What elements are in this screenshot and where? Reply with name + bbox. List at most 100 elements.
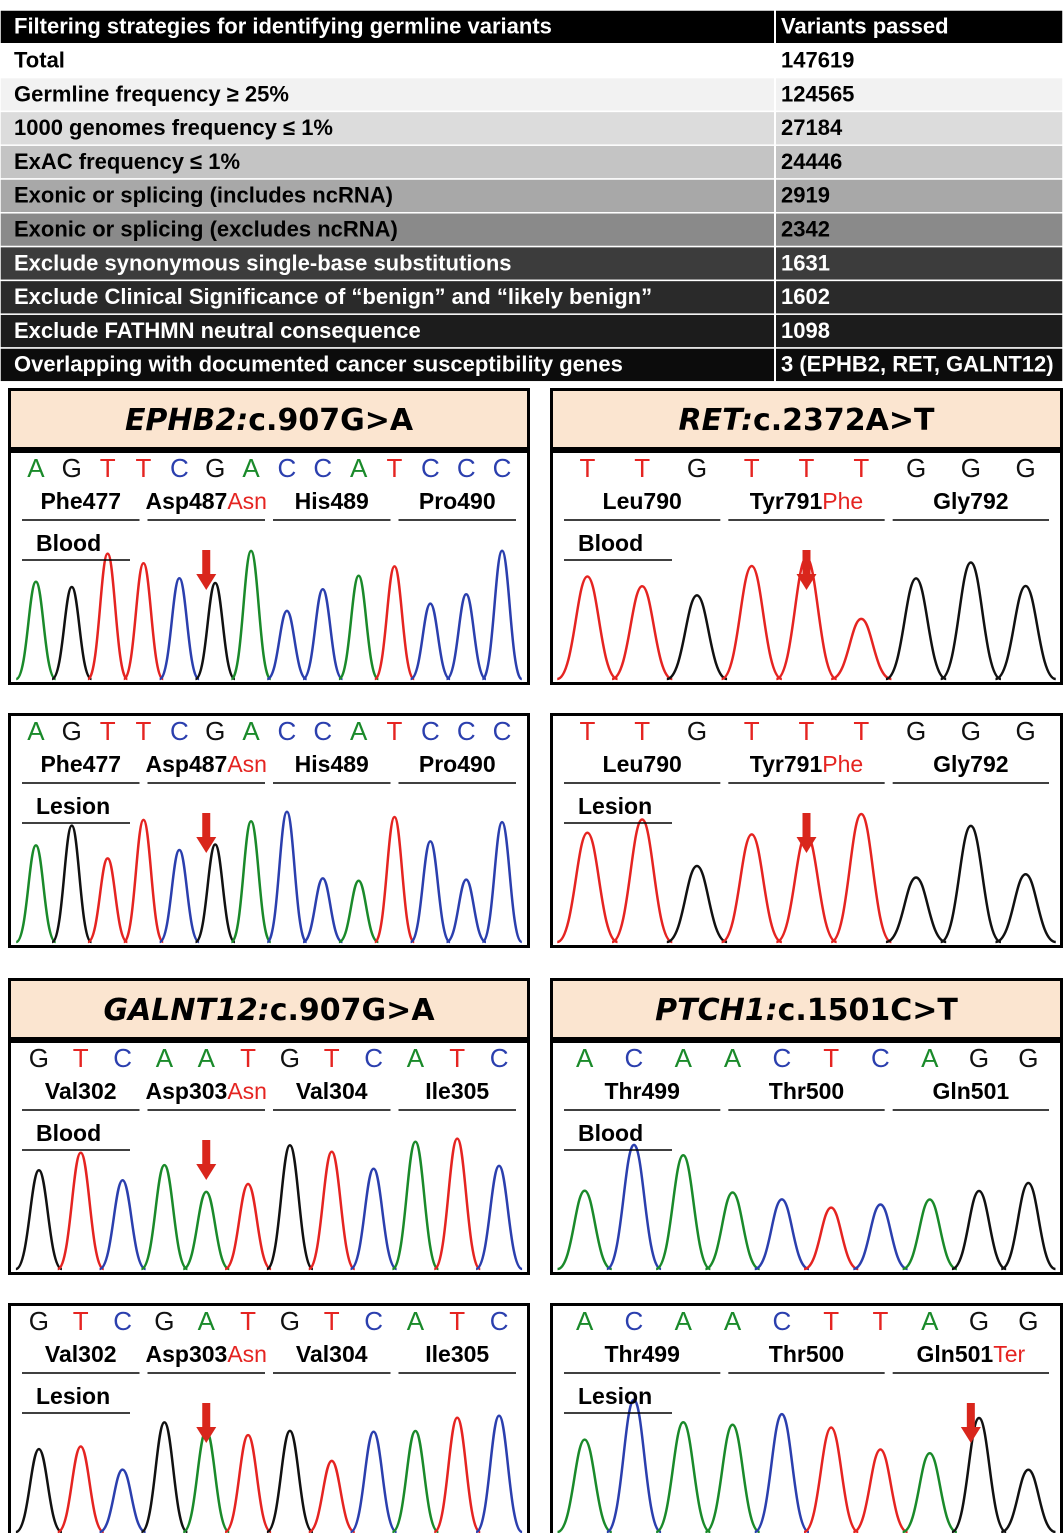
base-letter: T [240,1306,256,1336]
residue: Leu790 [603,488,682,514]
base-letter: C [313,453,332,483]
base-letter: T [73,1043,89,1073]
base-letter: G [280,1306,300,1336]
base-letter: A [350,716,368,746]
substitution: Ter [993,1341,1025,1367]
amino-acid: Ile305 [425,1341,489,1367]
residue: Pro490 [419,751,496,777]
base-letter: G [961,716,981,746]
table-cell: 1098 [781,318,830,343]
table-cell: Overlapping with documented cancer susce… [14,352,623,377]
residue: Val302 [45,1341,117,1367]
track-box [10,1042,529,1274]
table-cell: 1000 genomes frequency ≤ 1% [14,115,333,140]
substitution: Asn [227,488,267,514]
table-cell: Exclude synonymous single-base substitut… [14,250,512,275]
substitution: Asn [227,1078,267,1104]
amino-acid: Val302 [45,1078,117,1104]
table-cell: 3 (EPHB2, RET, GALNT12) [781,352,1054,377]
base-letter: T [744,716,760,746]
base-letter: A [156,1043,174,1073]
base-letter: G [29,1043,49,1073]
table-cell: 147619 [781,48,854,73]
table-cell: Exonic or splicing (includes ncRNA) [14,183,393,208]
base-letter: T [634,716,650,746]
panel-title: GALNT12:c.907G>A [103,993,435,1028]
sample-label: Lesion [578,793,652,819]
base-letter: A [350,453,368,483]
gene-name: PTCH1: [655,993,777,1028]
amino-acid: Gly792 [933,488,1008,514]
base-letter: T [873,1306,889,1336]
base-letter: G [62,453,82,483]
sample-label: Blood [36,1120,101,1146]
residue: Ile305 [425,1078,489,1104]
base-letter: A [242,716,260,746]
base-letter: C [625,1306,644,1336]
base-letter: T [799,453,815,483]
base-letter: A [576,1306,594,1336]
base-letter: C [457,453,476,483]
amino-acid: Asp487Asn [146,488,267,514]
base-letter: C [113,1043,132,1073]
amino-acid: Pro490 [419,488,496,514]
base-letter: C [772,1306,791,1336]
amino-acid: Gly792 [933,751,1008,777]
panel-title: PTCH1:c.1501C>T [655,993,958,1028]
base-letter: T [73,1306,89,1336]
table-cell: 24446 [781,149,842,174]
residue: Leu790 [603,751,682,777]
table-cell: Filtering strategies for identifying ger… [14,14,552,39]
base-letter: A [27,716,45,746]
base-letter: A [407,1043,425,1073]
base-letter: C [457,716,476,746]
track-box [10,452,529,684]
substitution: Phe [822,488,863,514]
base-letter: G [961,453,981,483]
base-letter: C [490,1306,509,1336]
base-letter: C [170,453,189,483]
substitution: Asn [227,751,267,777]
amino-acid: Val304 [296,1341,368,1367]
base-letter: A [242,453,260,483]
amino-acid: Asp303Asn [146,1341,267,1367]
base-letter: G [29,1306,49,1336]
residue: Val304 [296,1078,368,1104]
residue: Asp303 [146,1341,228,1367]
residue: Phe477 [40,751,121,777]
sample-label: Blood [578,1120,643,1146]
base-letter: T [136,716,152,746]
amino-acid: Phe477 [40,488,121,514]
base-letter: C [278,453,297,483]
amino-acid: Ile305 [425,1078,489,1104]
base-letter: C [421,453,440,483]
base-letter: C [313,716,332,746]
base-letter: T [449,1043,465,1073]
base-letter: T [634,453,650,483]
table-cell: Germline frequency ≥ 25% [14,81,289,106]
base-letter: T [387,453,403,483]
residue: Thr499 [604,1078,679,1104]
residue: Thr500 [769,1078,844,1104]
base-letter: A [724,1043,742,1073]
panel-title: RET:c.2372A>T [679,403,935,438]
gene-name: RET: [679,403,753,438]
track-box [10,1305,529,1533]
table-cell: ExAC frequency ≤ 1% [14,149,240,174]
amino-acid: Thr500 [769,1078,844,1104]
amino-acid: Val304 [296,1078,368,1104]
base-letter: T [579,453,595,483]
table-cell: 124565 [781,81,854,106]
base-letter: T [324,1043,340,1073]
residue: His489 [295,488,369,514]
sample-label: Lesion [36,793,110,819]
residue: Asp303 [146,1078,228,1104]
base-letter: G [154,1306,174,1336]
table-cell: 2342 [781,217,830,242]
base-letter: C [421,716,440,746]
base-letter: G [1018,1043,1038,1073]
sample-label: Lesion [578,1383,652,1409]
base-letter: A [675,1043,693,1073]
base-letter: G [280,1043,300,1073]
base-letter: G [906,716,926,746]
